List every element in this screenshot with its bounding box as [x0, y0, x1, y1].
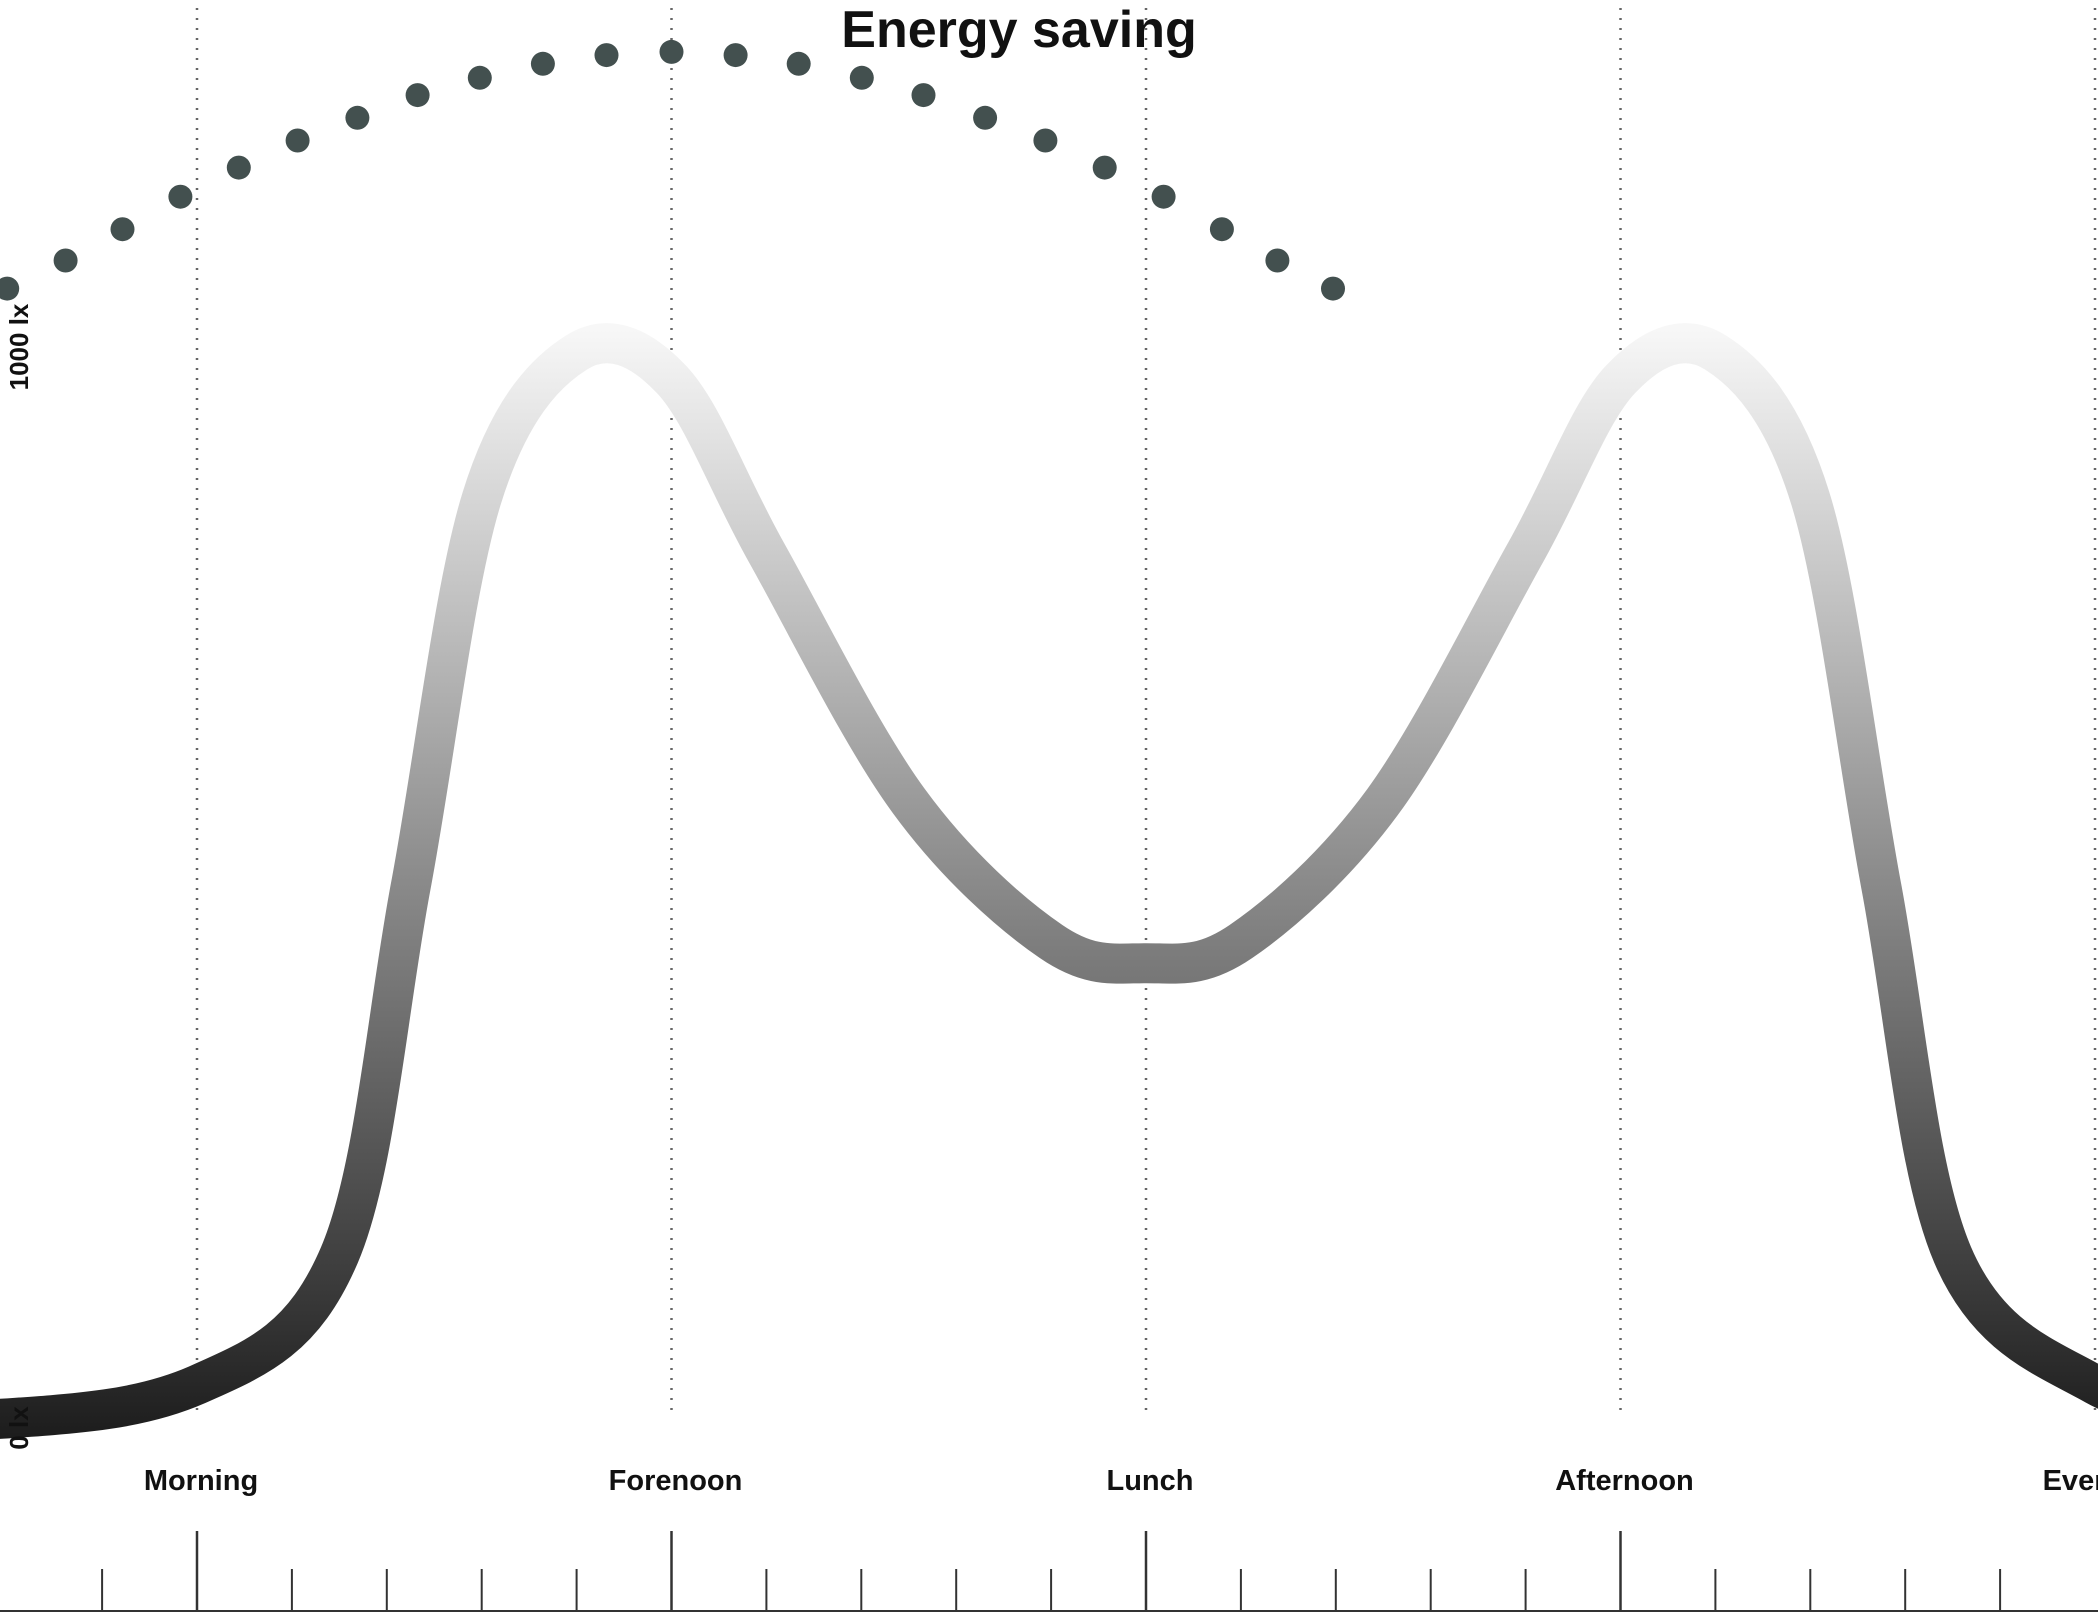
daylight-dot	[786, 51, 811, 76]
category-label-morning: Morning	[144, 1465, 258, 1497]
category-label-evening: Evening	[2043, 1465, 2098, 1497]
daylight-dot	[0, 276, 20, 301]
daylight-dot	[1151, 184, 1176, 209]
category-label-afternoon: Afternoon	[1555, 1465, 1694, 1497]
daylight-dot	[226, 155, 251, 180]
time-ruler	[0, 1531, 2098, 1612]
daylight-dot	[530, 51, 555, 76]
daylight-dot	[659, 39, 684, 64]
daylight-dot	[285, 128, 310, 153]
daylight-dot	[345, 105, 370, 130]
daylight-dot	[1033, 128, 1058, 153]
chart-title: Energy saving	[841, 1, 1196, 59]
daylight-dot	[911, 83, 936, 108]
daylight-dot	[467, 65, 492, 90]
daylight-dot	[110, 217, 135, 242]
daylight-dot	[723, 43, 748, 68]
grid-layer	[195, 8, 2097, 1412]
daylight-dot	[405, 83, 430, 108]
daylight-dot	[1265, 248, 1290, 273]
daylight-dot	[973, 105, 998, 130]
daylight-dot	[849, 65, 874, 90]
daylight-dots	[0, 39, 1345, 301]
series-layer	[0, 323, 2098, 1439]
y-tick-label: 1000 lx	[4, 303, 34, 390]
category-labels: Morning Forenoon Lunch Afternoon Evening	[144, 1465, 2098, 1497]
illuminance-line	[0, 323, 2098, 1439]
category-label-lunch: Lunch	[1107, 1465, 1194, 1497]
daylight-dot	[594, 43, 619, 68]
daylight-dot	[1092, 155, 1117, 180]
y-tick-label: 0 lx	[4, 1406, 34, 1450]
daylight-dot	[53, 248, 78, 273]
category-label-forenoon: Forenoon	[609, 1465, 743, 1497]
daylight-dot	[1321, 276, 1345, 301]
y-axis-labels: 0 lx 1000 lx	[4, 303, 34, 1450]
daylight-dot	[1209, 217, 1234, 242]
daylight-dot	[168, 184, 193, 209]
